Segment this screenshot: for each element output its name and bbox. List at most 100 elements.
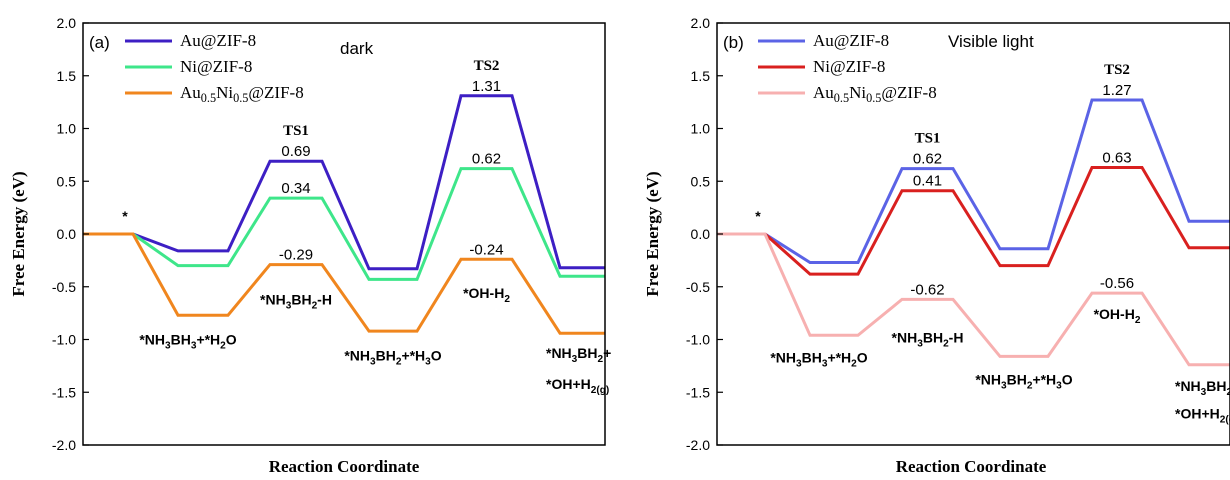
state-label-part: *NH [892,329,918,345]
data-label: -0.56 [1100,275,1134,292]
legend-entry-part: Au [180,83,201,102]
state-label-part: -H [949,329,964,345]
state-label: *OH+H2(g) [1175,405,1230,425]
y-tick-label: 1.5 [57,68,77,84]
state-label-part: 3 [1201,387,1207,398]
state-label-part: *OH+H [546,376,591,392]
state-label-part: 3 [191,341,197,352]
ts-label: TS1 [915,131,941,147]
state-label-part: *OH-H [1094,306,1135,322]
legend-entry-part: Ni [849,83,866,102]
y-tick-label: 0.0 [57,226,77,242]
legend-entry: Au0.5Ni0.5@ZIF-8 [813,83,937,105]
state-label-part: 2 [1227,387,1230,398]
state-label-part: *NH [260,291,286,307]
legend-entry-part: Ni [216,83,233,102]
data-label: 0.62 [913,151,942,168]
state-label: *NH3BH3+*H2O [139,332,236,352]
state-label-part: + [603,345,611,361]
y-tick-label: -1.5 [52,384,76,400]
data-label: 0.62 [472,151,501,168]
legend-entry: Ni@ZIF-8 [180,57,252,76]
state-label-part: 2 [1027,381,1033,392]
y-tick-label: 1.0 [691,121,711,137]
legend-entry: Au@ZIF-8 [180,31,256,50]
panel-label: (b) [723,33,744,52]
state-label-part: 3 [796,358,802,369]
ts-label: TS2 [474,58,500,74]
state-label-part: +*H [827,349,851,365]
legend-entry-part: Au@ZIF-8 [813,31,889,50]
state-label-part: 2 [943,338,949,349]
series-line [717,232,1230,367]
state-label-part: 3 [165,341,171,352]
legend-entry-part: 0.5 [834,91,849,105]
y-tick-label: 1.0 [57,121,77,137]
y-tick-label: -1.0 [686,332,710,348]
data-label: -0.29 [279,247,313,264]
legend-entry-part: 0.5 [201,91,216,105]
state-label-part: +*H [401,347,425,363]
y-tick-label: -1.0 [52,332,76,348]
state-label-part: 3 [822,358,828,369]
y-tick-label: -2.0 [52,437,76,453]
state-label: *NH3BH2+*H3O [975,372,1072,392]
y-axis-title: Free Energy (eV) [643,171,662,296]
state-label-part: *NH [546,345,572,361]
legend-entry: Au0.5Ni0.5@ZIF-8 [180,83,304,105]
legend-entry-part: Au@ZIF-8 [180,31,256,50]
state-label: *NH3BH2+ [546,345,611,365]
series-line [83,167,605,281]
ts-label: TS1 [283,123,309,139]
state-label-part: BH [171,332,191,348]
condition-label: Visible light [948,32,1034,51]
state-label-part: O [226,332,237,348]
state-label-part: *OH-H [463,285,504,301]
state-label: *NH3BH2+*H3O [344,347,441,367]
state-label-part: *NH [344,347,370,363]
plot-frame [716,22,1230,446]
state-label-part: 3 [572,354,578,365]
ts-label: TS2 [1104,62,1130,78]
y-tick-label: -2.0 [686,437,710,453]
state-label-part: BH [802,349,822,365]
state-label-part: 2 [1135,315,1141,326]
state-label-part: 3 [425,356,431,367]
state-label-part: 2(g) [591,385,609,396]
data-label: 0.69 [281,143,310,160]
start-marker: * [755,208,761,224]
legend-entry-part: @ZIF-8 [881,83,936,102]
legend-entry: Au@ZIF-8 [813,31,889,50]
y-tick-label: 2.0 [57,15,77,31]
condition-label: dark [340,39,374,58]
state-label-part: BH [577,345,597,361]
legend-entry-part: 0.5 [233,91,248,105]
state-label-part: -H [317,291,332,307]
state-label-part: 2 [598,354,604,365]
state-label-part: BH [923,329,943,345]
state-label-part: 3 [1001,381,1007,392]
state-label-part: BH [1007,372,1027,388]
state-label-part: BH [376,347,396,363]
state-label-part: *NH [975,372,1001,388]
legend-entry-part: 0.5 [866,91,881,105]
y-tick-label: 2.0 [691,15,711,31]
panel-label: (a) [89,33,110,52]
y-tick-label: -1.5 [686,384,710,400]
state-label-part: +*H [1032,372,1056,388]
state-label-part: 2 [851,358,857,369]
legend-entry: Ni@ZIF-8 [813,57,885,76]
series-line [83,232,605,335]
state-label-part: 3 [286,300,292,311]
state-label: *NH3BH2+ [1175,378,1230,398]
state-label-part: 3 [1056,381,1062,392]
state-label: *NH3BH3+*H2O [770,349,867,369]
state-label-part: 3 [370,356,376,367]
state-label-part: 2 [396,356,402,367]
state-label: *NH3BH2-H [260,291,332,311]
state-label-part: O [1062,372,1073,388]
state-label-part: 2 [220,341,226,352]
legend-entry-part: Ni@ZIF-8 [813,57,885,76]
data-label: 1.27 [1102,82,1131,99]
